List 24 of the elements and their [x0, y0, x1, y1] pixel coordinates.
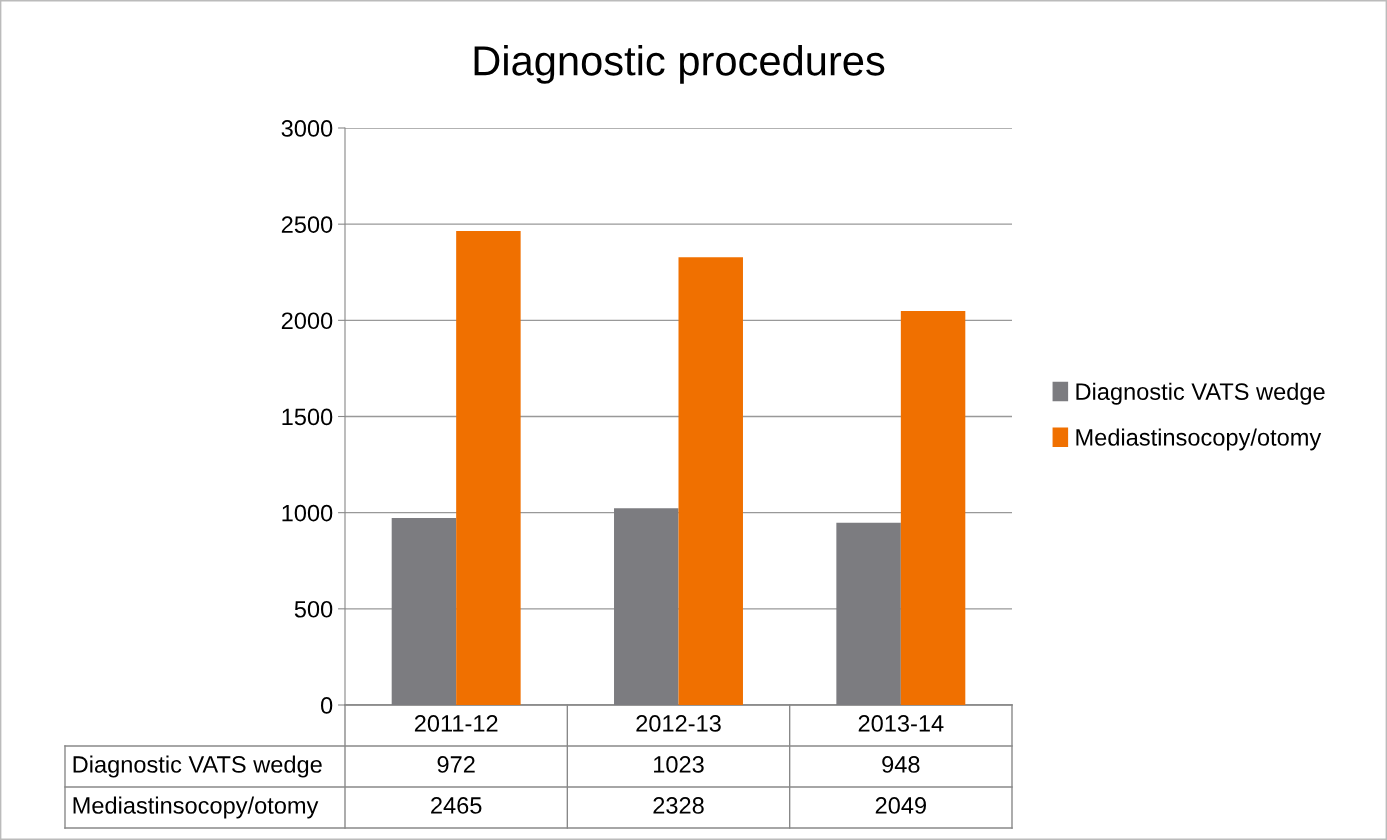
chart-title: Diagnostic procedures	[474, 45, 885, 84]
x-tick-label: 2013-14	[858, 715, 944, 732]
data-label: 1023	[654, 756, 704, 773]
text: Mediastinsocopy/otomy	[73, 796, 319, 819]
y-tick-label: 2000	[281, 312, 333, 330]
legend-label: Mediastinsocopy/otomy	[1076, 428, 1322, 451]
y-tick-label: 1000	[282, 504, 333, 522]
data-label: 2465	[431, 797, 482, 814]
bar	[900, 310, 966, 705]
y-tick-label: 0	[320, 697, 333, 714]
legend-label: Diagnostic VATS wedge	[1076, 382, 1325, 405]
y-tick-label: 2500	[281, 216, 333, 233]
bar	[678, 257, 743, 705]
y-tick-label: 1500	[282, 408, 333, 426]
data-label: 948	[882, 756, 920, 773]
data-label: 972	[437, 756, 475, 773]
x-tick-label: 2012-13	[636, 715, 721, 732]
x-tick-label: 2011-12	[414, 715, 498, 732]
text: Diagnostic VATS wedge	[73, 755, 322, 778]
y-tick-label: 3000	[281, 120, 333, 137]
data-label: 2328	[653, 797, 704, 814]
y-tick-label: 500	[294, 600, 333, 618]
data-label: 2049	[875, 797, 926, 814]
bar	[456, 230, 521, 705]
